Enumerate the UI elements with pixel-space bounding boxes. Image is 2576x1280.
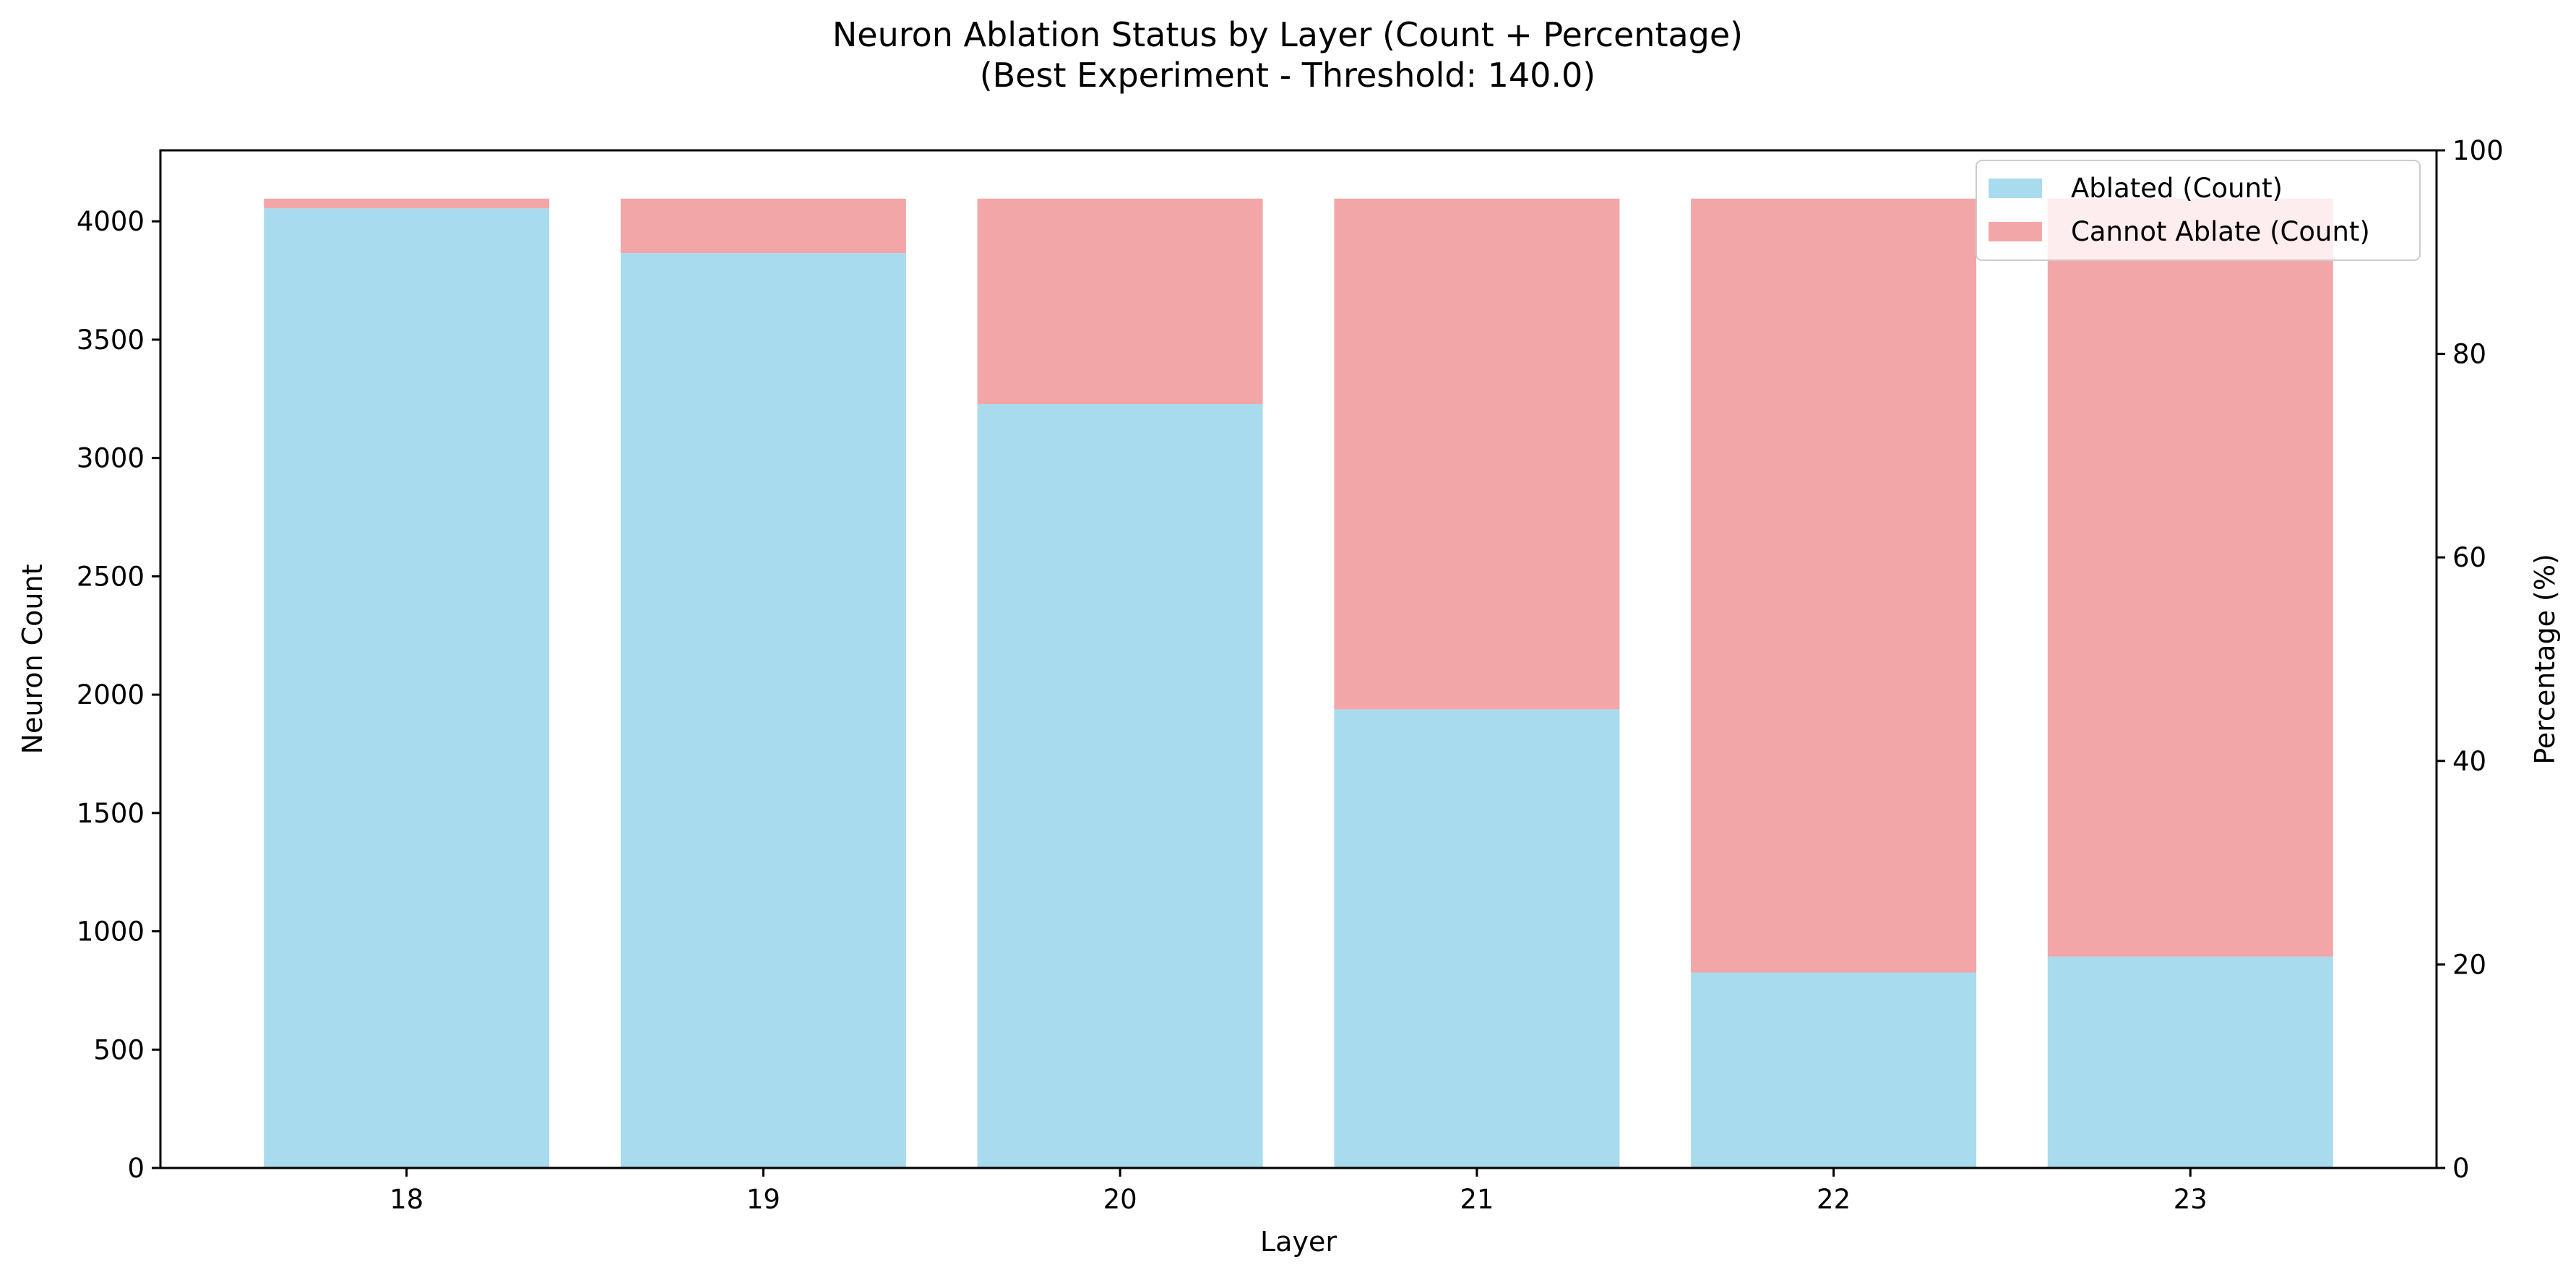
right-y-axis-label: Percentage (%): [2529, 554, 2561, 765]
y-tick-label: 1000: [77, 916, 145, 948]
y-tick-label: 2000: [77, 679, 145, 710]
x-tick-label: 22: [1817, 1184, 1851, 1215]
bar-cannot-ablate-layer-21: [1334, 198, 1620, 710]
x-tick-label: 23: [2174, 1184, 2207, 1215]
legend-swatch-ablated: [1989, 179, 2042, 198]
x-tick-label: 21: [1460, 1184, 1494, 1215]
legend-label-ablated: Ablated (Count): [2071, 173, 2283, 204]
left-y-axis: 0 500 1000 1500 2000 2500 3000 3500 4000: [77, 206, 160, 1184]
chart-title: Neuron Ablation Status by Layer (Count +…: [832, 15, 1743, 54]
right-y-axis: 0 20 40 60 80 100: [2437, 135, 2504, 1184]
bars-layer: [264, 198, 2333, 1169]
y-tick-label: 4000: [77, 206, 145, 237]
legend-label-cannot-ablate: Cannot Ablate (Count): [2071, 216, 2370, 247]
legend-swatch-cannot-ablate: [1989, 222, 2042, 241]
bar-ablated-layer-23: [2047, 956, 2333, 1168]
x-axis: 18 19 20 21 22 23: [389, 1168, 2207, 1215]
bar-ablated-layer-21: [1334, 709, 1620, 1168]
chart-subtitle: (Best Experiment - Threshold: 140.0): [980, 56, 1596, 95]
bar-cannot-ablate-layer-23: [2047, 198, 2333, 957]
y-tick-label: 500: [93, 1034, 145, 1065]
right-y-tick-label: 40: [2452, 746, 2486, 777]
x-axis-label: Layer: [1260, 1226, 1337, 1258]
bar-cannot-ablate-layer-18: [264, 198, 550, 209]
bar-cannot-ablate-layer-19: [620, 198, 906, 254]
bar-ablated-layer-19: [620, 253, 906, 1169]
bar-ablated-layer-22: [1691, 972, 1977, 1168]
y-tick-label: 3000: [77, 443, 145, 474]
right-y-tick-label: 60: [2452, 542, 2486, 573]
right-y-tick-label: 100: [2452, 135, 2504, 166]
y-tick-label: 0: [127, 1153, 145, 1184]
right-y-tick-label: 20: [2452, 949, 2486, 980]
y-tick-label: 2500: [77, 561, 145, 592]
legend-box: [1976, 160, 2421, 261]
right-y-tick-label: 80: [2452, 339, 2486, 370]
y-tick-label: 3500: [77, 325, 145, 356]
bar-cannot-ablate-layer-20: [977, 198, 1263, 404]
bar-ablated-layer-20: [977, 404, 1263, 1168]
x-tick-label: 19: [746, 1184, 780, 1215]
right-y-tick-label: 0: [2452, 1153, 2470, 1184]
bar-ablated-layer-18: [264, 208, 550, 1169]
x-tick-label: 18: [389, 1184, 423, 1215]
x-tick-label: 20: [1103, 1184, 1137, 1215]
legend: Ablated (Count) Cannot Ablate (Count): [1976, 160, 2421, 261]
plot-frame: [159, 149, 2438, 1169]
bar-cannot-ablate-layer-22: [1691, 198, 1977, 973]
y-tick-label: 1500: [77, 798, 145, 829]
y-axis-label: Neuron Count: [17, 564, 48, 755]
